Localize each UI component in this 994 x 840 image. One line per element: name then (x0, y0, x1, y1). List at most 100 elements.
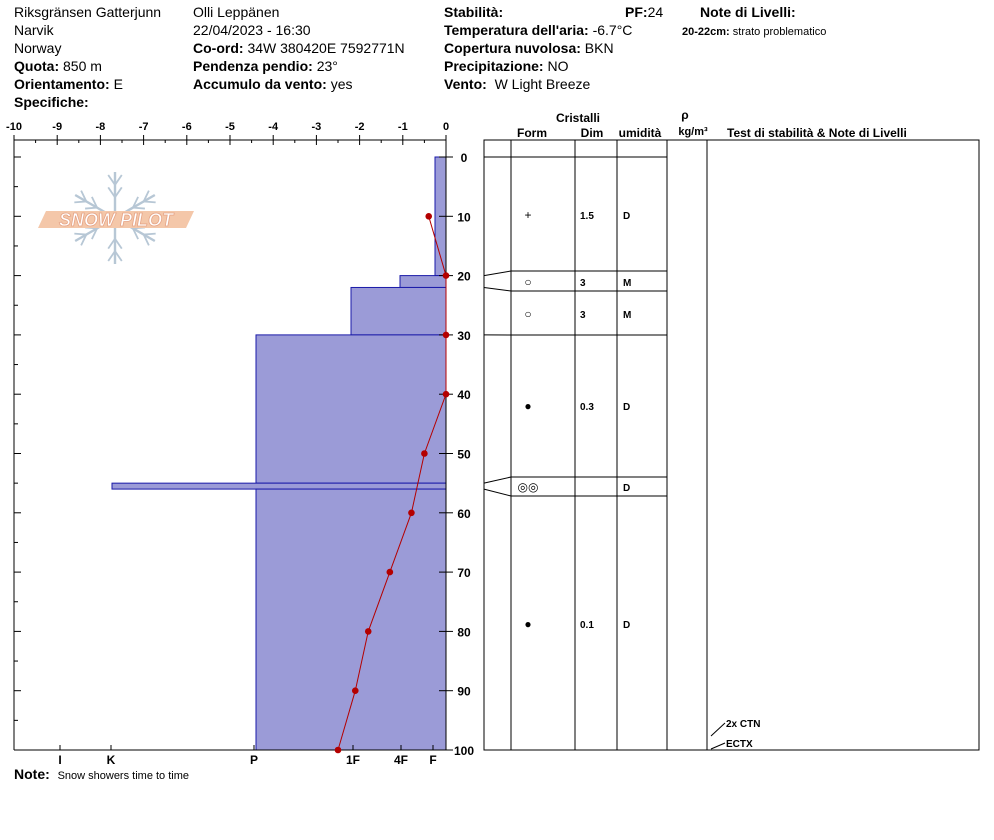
hardness-layer-bar (111, 482, 447, 490)
temperature-point (421, 450, 428, 457)
grain-form-rounded-grains: ○ (524, 307, 531, 321)
hardness-profile (111, 156, 447, 751)
coord-label: Co-ord: (193, 40, 244, 56)
moisture-code: D (623, 402, 630, 413)
snowflake-branch (114, 238, 123, 250)
temperature-tick-label: -1 (398, 121, 408, 133)
snowflake-branch (91, 196, 98, 209)
hardness-layer-bar (255, 334, 447, 484)
snowflake-branch (85, 206, 98, 210)
snowflake-branch (74, 232, 87, 236)
header-tests: Test di stabilità & Note di Livelli (727, 126, 907, 140)
precip-row: Precipitazione: NO (444, 58, 568, 74)
snowflake-branch (80, 190, 88, 202)
grain-form-melt-forms: ◎◎ (518, 480, 539, 494)
observer-name: Olli Leppänen (193, 4, 280, 20)
temperature-point (334, 746, 342, 754)
coord-row: Co-ord: 34W 380420E 7592771N (193, 40, 405, 56)
wind-loading-row: Accumulo da vento: yes (193, 76, 352, 92)
layer-connector-line (483, 286, 512, 292)
snowflake-branch (142, 234, 150, 246)
logo-band (38, 211, 194, 228)
hardness-tick-label: 4F (394, 753, 408, 767)
temperature-tick-label: -2 (355, 121, 365, 133)
temperature-point (425, 213, 433, 220)
temperature-profile (334, 213, 450, 754)
wind-loading-label: Accumulo da vento: (193, 76, 327, 92)
aspect-value: E (113, 76, 123, 92)
depth-tick-label: 0 (461, 151, 468, 165)
temperature-tick-label: -4 (268, 121, 279, 133)
snowpilot-logo: SNOW PILOT (38, 172, 194, 264)
stability-test-label: 2x CTN (726, 719, 760, 730)
region-name: Narvik (14, 22, 54, 38)
snowflake-branch (114, 174, 123, 186)
depth-tick-label: 70 (457, 566, 471, 580)
temperature-point (442, 272, 450, 279)
temperature-point (351, 687, 359, 694)
hardness-tick-label: F (429, 753, 436, 767)
moisture-code: M (623, 278, 631, 289)
depth-tick-label: 90 (457, 685, 471, 699)
snowflake-branch (91, 227, 98, 240)
coord-value: 34W 380420E 7592771N (247, 40, 405, 56)
snowflake-branch (74, 200, 87, 204)
header-rho: ρ (681, 108, 688, 122)
grain-form-precipitation-particles: + (524, 208, 531, 222)
hardness-tick-label: K (107, 753, 116, 767)
depth-tick-label: 50 (457, 448, 471, 462)
snowflake-branch (107, 186, 116, 198)
grain-size: 0.3 (580, 402, 594, 413)
note-label: Note: (14, 766, 50, 782)
footer-note: Note: Snow showers time to time (14, 766, 189, 784)
depth-tick-label: 40 (457, 388, 471, 402)
stability-label: Stabilità: (444, 4, 504, 20)
temperature-tick-label: -3 (312, 121, 322, 133)
sky-label: Copertura nuvolosa: (444, 40, 581, 56)
aspect-row: Orientamento: E (14, 76, 123, 92)
snowflake-branch (107, 250, 116, 262)
elevation-row: Quota: 850 m (14, 58, 102, 74)
hardness-layer-bar (399, 275, 447, 288)
temperature-point (364, 628, 372, 635)
grain-size: 1.5 (580, 211, 594, 222)
moisture-code: D (623, 483, 630, 494)
sky-value: BKN (584, 40, 614, 56)
snowflake-branch (142, 190, 150, 202)
precip-value: NO (547, 58, 569, 74)
layer-table-frame (483, 139, 980, 751)
air-temp-row: Temperatura dell'aria: -6.7°C (444, 22, 632, 38)
header-size: Dim (581, 126, 604, 140)
snowflake-branch (107, 174, 116, 186)
depth-tick-label: 30 (457, 329, 471, 343)
aspect-label: Orientamento: (14, 76, 110, 92)
header-moisture: umidità (619, 126, 662, 140)
layer-table: Cristalli Form Dim umidità ρ kg/m³ Test di sta… (483, 108, 980, 751)
snowflake-branch (143, 200, 156, 204)
snowflake-branch (132, 206, 145, 210)
pf-value: 24 (647, 4, 664, 20)
temperature-tick-label: -6 (182, 121, 192, 133)
header-density-unit: kg/m³ (678, 126, 708, 138)
snowflake-branch (107, 238, 116, 250)
logo-text: SNOW PILOT (59, 210, 175, 230)
temperature-tick-label: -7 (139, 121, 149, 133)
temperature-tick-label: -8 (96, 121, 106, 133)
stability-test-label: ECTX (726, 739, 753, 750)
temperature-tick-label: 0 (443, 121, 449, 133)
layer-note-text: strato problematico (732, 26, 827, 38)
grain-form-rounded-grains: ○ (524, 275, 531, 289)
snowflake-branch (114, 250, 123, 262)
pf-row: PF:24 (625, 4, 663, 20)
hardness-layer-bar (350, 286, 447, 336)
slope-row: Pendenza pendio: 23° (193, 58, 338, 74)
snowflake-branch (143, 232, 156, 236)
stability-test-leader (710, 722, 726, 737)
layer-connector-line (483, 270, 512, 277)
temperature-point (386, 568, 394, 576)
temperature-point (442, 390, 450, 398)
hardness-layer-bar (255, 488, 447, 751)
temperature-tick-label: -10 (6, 121, 22, 133)
specifics-label: Specifiche: (14, 94, 89, 110)
elevation-label: Quota: (14, 58, 60, 74)
